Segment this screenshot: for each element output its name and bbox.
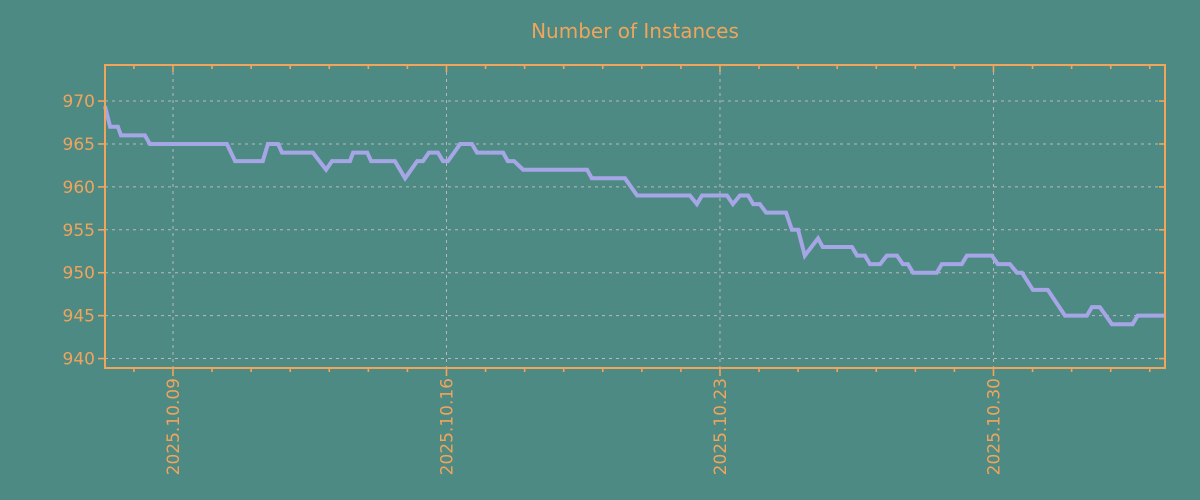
x-tick-label: 2025.10.16 — [437, 378, 457, 475]
x-tick-label: 2025.10.23 — [711, 378, 731, 475]
x-tick-label: 2025.10.09 — [164, 378, 184, 475]
y-tick-label: 940 — [63, 350, 95, 370]
y-tick-label: 965 — [63, 135, 95, 155]
y-tick-label: 960 — [63, 178, 95, 198]
y-axis-labels: 940 945 950 955 960 965 970 — [63, 92, 95, 370]
data-line — [103, 105, 1165, 327]
chart-title: Number of Instances — [531, 19, 739, 43]
plot-frame — [104, 64, 1166, 369]
x-tick-label: 2025.10.30 — [984, 378, 1004, 475]
gridlines — [105, 65, 1165, 368]
x-axis-labels: 2025.10.09 2025.10.16 2025.10.23 2025.10.30 — [164, 378, 1004, 475]
y-tick-label: 950 — [63, 264, 95, 284]
axis-ticks — [98, 65, 1165, 376]
y-tick-label: 955 — [63, 221, 95, 241]
y-tick-label: 945 — [63, 307, 95, 327]
y-tick-label: 970 — [63, 92, 95, 112]
